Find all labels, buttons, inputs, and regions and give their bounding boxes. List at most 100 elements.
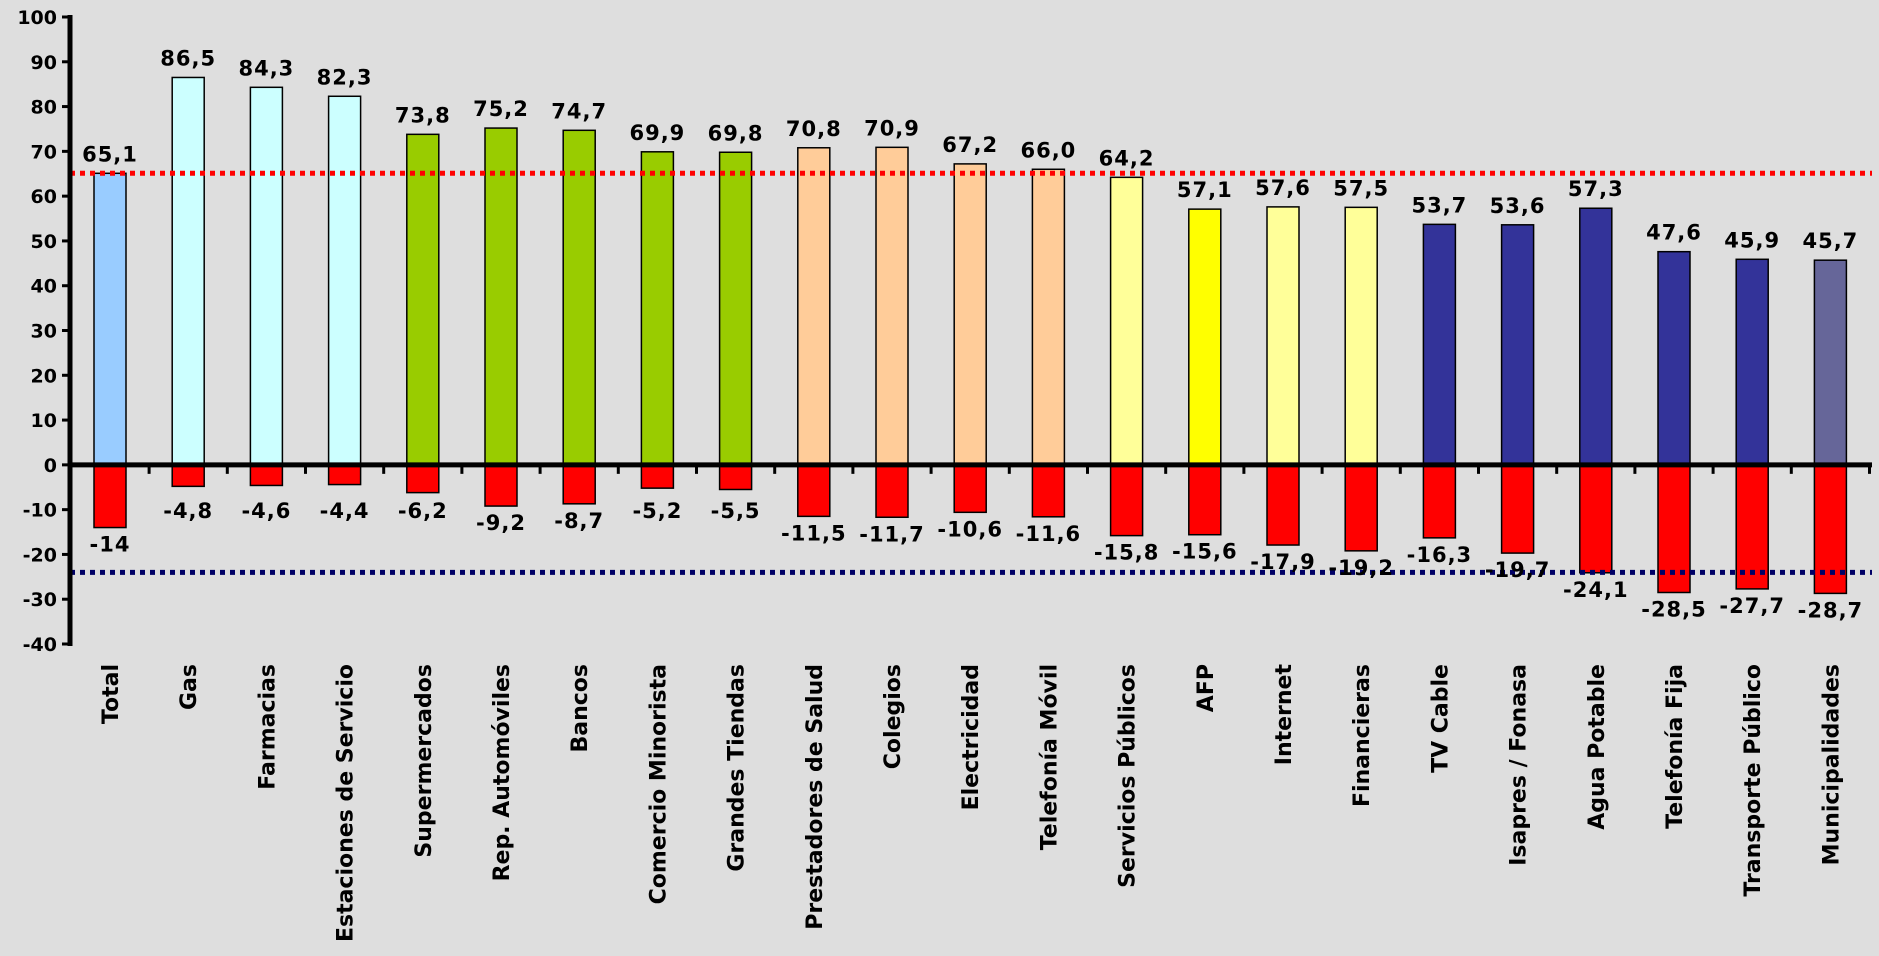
bar-negative (1735, 464, 1769, 590)
data-label-positive: 70,8 (786, 117, 842, 141)
data-label-positive: 45,9 (1724, 228, 1780, 252)
bar-negative (93, 464, 127, 529)
bar-negative (953, 464, 987, 514)
y-tick-label: -20 (23, 544, 57, 566)
bar-positive (1579, 207, 1613, 466)
category-label: Bancos (568, 664, 593, 753)
bar-positive (327, 95, 362, 466)
data-label-negative: -6,2 (398, 499, 448, 523)
bar-positive (1500, 224, 1535, 466)
category-label: Prestadores de Salud (803, 664, 828, 930)
category-label: Financieras (1350, 664, 1375, 807)
bar-positive (249, 86, 284, 466)
data-label-negative: -28,7 (1798, 598, 1864, 622)
data-label-positive: 57,3 (1568, 177, 1624, 201)
data-label-negative: -15,8 (1094, 541, 1160, 565)
data-label-negative: -11,6 (1016, 522, 1082, 546)
category-label: Comercio Minorista (646, 664, 671, 904)
category-label: Farmacias (255, 664, 280, 790)
bar-negative (1344, 464, 1378, 552)
y-tick-label: 70 (31, 141, 57, 163)
data-label-positive: 70,9 (864, 116, 920, 140)
category-label: Transporte Público (1741, 664, 1766, 897)
bar-negative (1031, 464, 1066, 518)
category-label: AFP (1194, 664, 1219, 712)
bar-positive (562, 129, 596, 466)
data-label-negative: -4,8 (163, 499, 213, 523)
bar-negative (1109, 464, 1144, 537)
data-label-positive: 75,2 (473, 97, 529, 121)
y-tick-label: 0 (44, 455, 57, 477)
category-label: Isapres / Fonasa (1507, 664, 1532, 866)
bar-positive (1657, 250, 1691, 466)
bar-positive (1188, 208, 1222, 466)
data-label-positive: 74,7 (551, 99, 607, 123)
bar-positive (171, 76, 205, 466)
bar-positive (1422, 223, 1457, 466)
data-label-positive: 57,5 (1333, 176, 1389, 200)
category-label: Agua Potable (1585, 664, 1610, 830)
data-label-negative: -5,5 (711, 499, 761, 523)
y-tick-label: 60 (31, 186, 57, 208)
category-label: Servicios Públicos (1116, 664, 1141, 888)
bar-positive (406, 133, 440, 466)
data-label-positive: 64,2 (1099, 146, 1155, 170)
bar-negative (875, 464, 909, 519)
data-label-negative: -4,6 (241, 499, 291, 523)
data-label-negative: -10,6 (937, 517, 1003, 541)
data-label-positive: 86,5 (160, 46, 216, 70)
bar-negative (1422, 464, 1457, 539)
category-label: Estaciones de Servicio (334, 664, 359, 942)
bar-negative (484, 464, 518, 507)
bar-positive (93, 172, 127, 466)
category-label: Telefonía Fija (1663, 664, 1688, 829)
data-label-negative: -5,2 (632, 499, 682, 523)
bar-negative (562, 464, 596, 505)
bar-positive (640, 151, 675, 466)
bar-positive (1813, 259, 1848, 466)
data-label-positive: 57,6 (1255, 176, 1311, 200)
y-tick-label: 30 (31, 321, 57, 343)
bar-negative (1500, 464, 1535, 554)
y-tick-label: -40 (23, 634, 57, 656)
bar-positive (953, 163, 987, 466)
y-tick-label: -30 (23, 589, 57, 611)
category-label: Rep. Automóviles (490, 664, 515, 881)
bar-negative (640, 464, 675, 489)
bar-negative (718, 464, 753, 491)
category-label: Gas (177, 664, 202, 710)
y-tick-label: 40 (31, 276, 57, 298)
data-label-positive: 47,6 (1646, 221, 1702, 245)
category-label: Grandes Tiendas (725, 664, 750, 872)
bar-positive (797, 147, 831, 466)
data-label-positive: 45,7 (1802, 229, 1858, 253)
data-label-positive: 53,7 (1411, 193, 1467, 217)
data-label-positive: 65,1 (82, 142, 138, 166)
bar-positive (875, 146, 909, 466)
data-label-negative: -28,5 (1641, 597, 1707, 621)
bar-positive (1266, 206, 1300, 466)
data-label-negative: -15,6 (1172, 540, 1238, 564)
data-label-negative: -16,3 (1407, 543, 1473, 567)
y-tick-label: 100 (17, 7, 57, 29)
category-label: Electricidad (959, 664, 984, 810)
bar-positive (484, 127, 518, 466)
category-label: Telefonía Móvil (1037, 664, 1062, 850)
data-label-positive: 73,8 (395, 103, 451, 127)
data-label-negative: -19,2 (1328, 556, 1394, 580)
bar-negative (327, 464, 362, 486)
y-tick-label: 20 (31, 365, 57, 387)
category-label: Colegios (881, 664, 906, 769)
data-label-negative: -8,7 (554, 509, 604, 533)
data-label-negative: -14 (90, 533, 131, 557)
data-label-negative: -19,7 (1485, 558, 1551, 582)
category-label: Municipalidades (1819, 664, 1844, 865)
bar-negative (171, 464, 205, 488)
data-label-negative: -11,7 (859, 522, 925, 546)
data-label-negative: -24,1 (1563, 578, 1629, 602)
data-label-negative: -9,2 (476, 511, 526, 535)
bar-positive (1031, 168, 1066, 466)
data-label-positive: 53,6 (1490, 194, 1546, 218)
